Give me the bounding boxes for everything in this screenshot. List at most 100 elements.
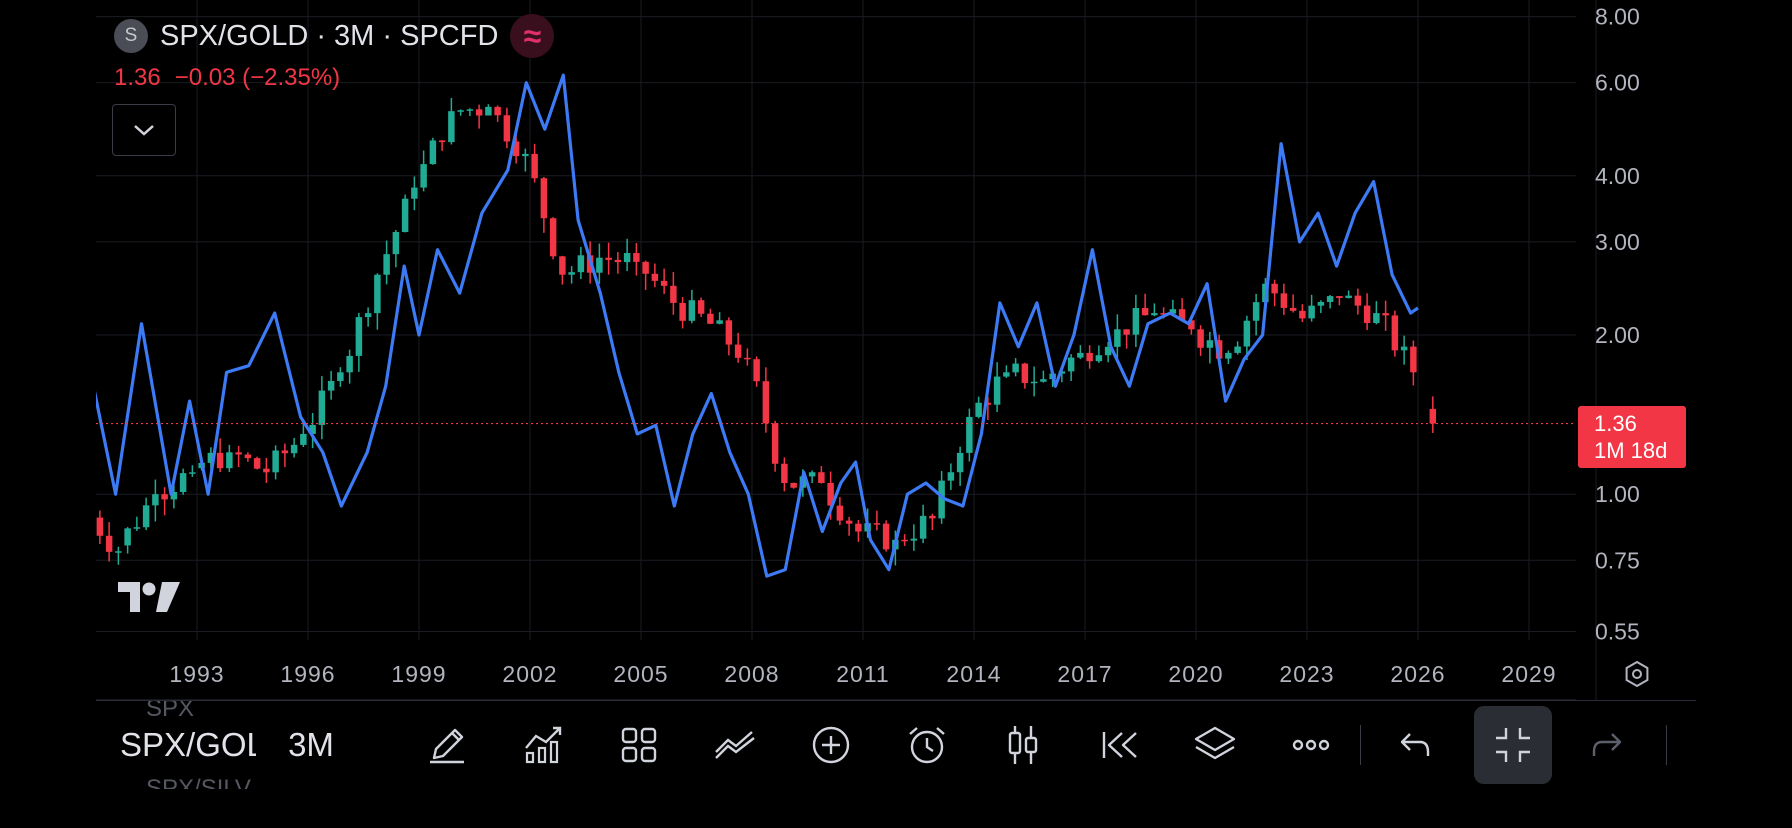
candle-body [1410, 346, 1417, 373]
candle-body [124, 528, 131, 546]
legend-price-line: 1.36 −0.03 (−2.35%) [114, 64, 340, 92]
candle-body [966, 416, 973, 453]
compare-button[interactable] [702, 701, 768, 789]
candle-body [420, 164, 427, 188]
candle-body [651, 273, 659, 281]
add-icon [812, 726, 850, 764]
chart-area[interactable]: 8.00 6.00 4.00 3.00 2.00 1.00 0.75 0.55 1993 199… [96, 0, 1696, 700]
candle-body [1123, 329, 1130, 335]
chart-legend[interactable]: S SPX/GOLD · 3M · SPCFD ≈ [114, 14, 555, 58]
candle-body [1206, 340, 1214, 348]
candle-body [337, 372, 344, 382]
price-tick-label: 0.55 [1595, 618, 1640, 644]
chart-canvas[interactable]: 8.006.004.003.002.001.000.750.55 1993 199… [96, 0, 1696, 700]
candle-body [559, 256, 566, 275]
candle-body [605, 257, 612, 260]
candle-body [818, 472, 825, 483]
price-tick-label: 6.00 [1595, 70, 1640, 96]
candle-body [790, 482, 797, 488]
candle-body [910, 538, 918, 541]
fullscreen-exit-icon [1496, 728, 1530, 762]
time-axis[interactable]: 1993 1996 1999 2002 2005 2008 2011 2014 2017 2020… [169, 661, 1556, 687]
candle-body [919, 515, 927, 539]
candle-body [1252, 302, 1260, 321]
candle-body [216, 452, 224, 469]
candle-body [771, 423, 779, 464]
candle-body [1197, 329, 1204, 348]
candle-body [189, 472, 196, 474]
compare-icon [715, 731, 755, 759]
candle-body [679, 302, 686, 321]
replay-button[interactable] [1086, 701, 1152, 789]
candle-body [1243, 320, 1251, 347]
candle-body [781, 463, 788, 483]
redo-button[interactable] [1574, 701, 1640, 789]
candle-body [670, 285, 677, 303]
time-tick-label: 2002 [502, 661, 557, 687]
candle-body [1308, 305, 1315, 319]
candle-body [1086, 352, 1093, 362]
time-tick-label: 2020 [1168, 661, 1223, 687]
indicators-icon [525, 726, 562, 764]
price-tag-countdown: 1M 18d [1594, 437, 1668, 463]
time-tick-label: 1999 [391, 661, 446, 687]
more-button[interactable] [1278, 701, 1344, 789]
candle-body [105, 535, 113, 552]
time-tick-label: 2023 [1279, 661, 1334, 687]
price-axis[interactable]: 8.00 6.00 4.00 3.00 2.00 1.00 0.75 0.55 [1595, 4, 1640, 645]
symbol-title[interactable]: SPX/GOLD · 3M · SPCFD [160, 19, 499, 52]
candle-body [401, 198, 409, 233]
undo-button[interactable] [1382, 701, 1448, 789]
candle-body [1289, 307, 1297, 311]
candle-body [753, 359, 760, 382]
time-tick-label: 1993 [169, 661, 224, 687]
candle-body [327, 381, 335, 391]
chart-settings-icon[interactable] [1625, 660, 1649, 688]
candle-body [882, 523, 890, 550]
time-tick-label: 1996 [280, 661, 335, 687]
symbol-next: SPX/SILV [146, 775, 251, 789]
legend-collapse-button[interactable] [112, 104, 176, 156]
candle-body [485, 106, 492, 116]
symbol-selector[interactable]: SPX SPX/GOLD SPX/SILV [120, 701, 256, 789]
candle-body [1271, 283, 1278, 294]
toolbar-divider [1360, 725, 1361, 765]
candle-body [614, 259, 622, 263]
price-tick-label: 8.00 [1595, 4, 1640, 30]
price-tick-label: 2.00 [1595, 322, 1640, 348]
candle-body [300, 433, 307, 445]
candle-body [549, 218, 557, 257]
candle-body [115, 551, 122, 553]
interval-selector[interactable]: 3M [288, 726, 334, 763]
candle-body [956, 452, 964, 473]
candle-body [1077, 352, 1084, 358]
candle-body [901, 539, 908, 542]
candle-body [1160, 313, 1167, 315]
candle-body [318, 390, 326, 425]
indicators-button[interactable] [510, 701, 576, 789]
fullscreen-exit-button[interactable] [1474, 706, 1552, 784]
candle-body [1225, 352, 1232, 359]
add-button[interactable] [798, 701, 864, 789]
candle-body [873, 523, 881, 525]
candle-body [1067, 357, 1075, 372]
overlay-icon[interactable]: ≈ [510, 14, 555, 58]
chart-type-button[interactable] [990, 701, 1056, 789]
candle-body [707, 313, 714, 324]
candle-body [734, 344, 742, 358]
candle-body [836, 505, 844, 521]
symbol-current: SPX/GOLD [120, 726, 256, 763]
layouts-button[interactable] [606, 701, 672, 789]
candle-body [1336, 296, 1343, 298]
candle-body [697, 300, 705, 314]
layers-button[interactable] [1182, 701, 1248, 789]
candle-body [1280, 293, 1288, 308]
candle-body [290, 444, 298, 454]
candle-body [1151, 313, 1158, 316]
candle-body [1429, 408, 1437, 424]
alert-button[interactable] [894, 701, 960, 789]
drawing-tool-button[interactable] [414, 701, 480, 789]
candle-body [235, 452, 242, 455]
candle-body [1040, 379, 1047, 382]
candle-body [438, 140, 446, 143]
